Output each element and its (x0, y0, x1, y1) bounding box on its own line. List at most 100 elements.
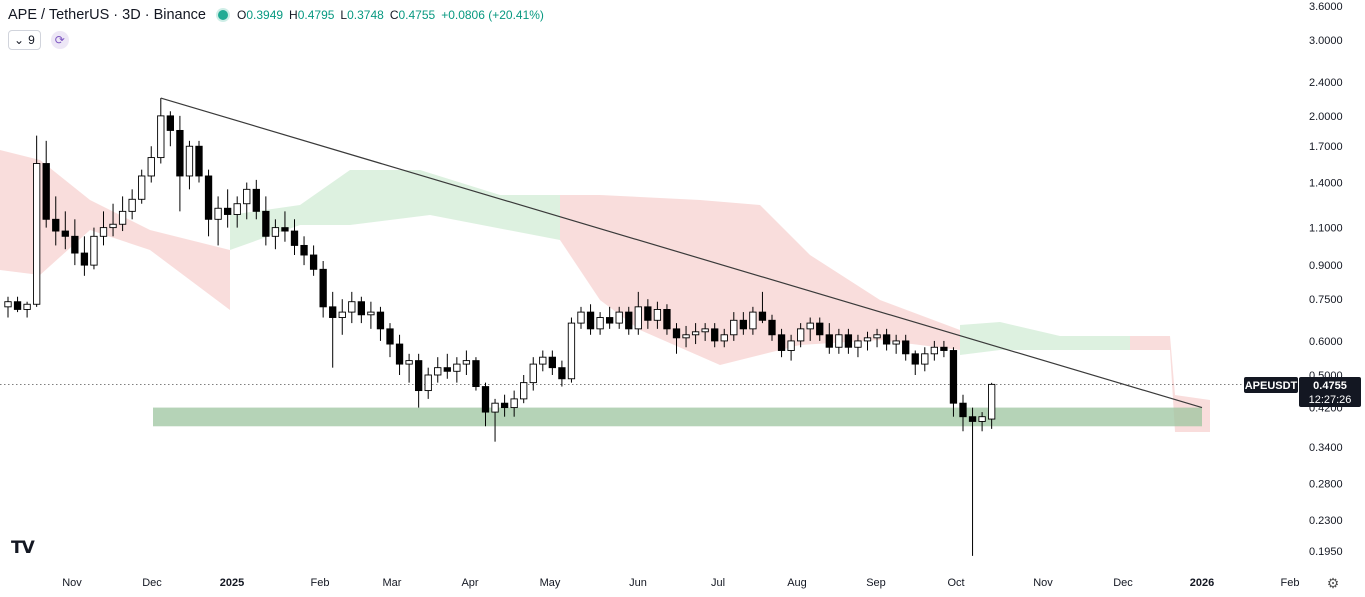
candle-body (711, 328, 719, 342)
candle-body (806, 322, 814, 330)
candle-body (644, 306, 652, 321)
low-value: 0.3748 (347, 8, 384, 22)
symbol-title[interactable]: APE / TetherUS · 3D · Binance (8, 7, 206, 23)
x-tick-label: 2026 (1190, 577, 1214, 589)
candle-body (892, 340, 900, 345)
x-tick-label: Dec (142, 577, 162, 589)
cloud-bull-1 (230, 170, 560, 250)
high-key: H (289, 8, 298, 22)
settings-gear-icon[interactable]: ⚙ (1326, 574, 1340, 591)
candle-body (338, 311, 346, 318)
y-tick-label: 0.7500 (1309, 294, 1343, 306)
descending-trendline[interactable] (160, 97, 1203, 409)
candle-body (395, 343, 404, 365)
candle-body (720, 334, 728, 342)
x-tick-label: Apr (461, 577, 478, 589)
candle-body (128, 198, 136, 212)
y-tick-label: 3.6000 (1309, 1, 1343, 13)
symbol-header[interactable]: APE / TetherUS · 3D · Binance O0.3949 H0… (8, 5, 544, 25)
x-tick-label: 2025 (220, 577, 244, 589)
candle-body (968, 416, 977, 422)
candle-body (434, 367, 442, 376)
x-tick-label: Mar (383, 577, 402, 589)
candle-body (777, 334, 786, 351)
candle-body (730, 319, 738, 336)
candle-body (386, 328, 394, 345)
cloud-bull-2 (960, 322, 1130, 355)
time-axis[interactable]: Nov Dec 2025 Feb Mar Apr May Jun Jul Aug Sep Oct Nov… (62, 577, 1299, 589)
y-tick-label: 2.0000 (1309, 111, 1343, 123)
candle-body (357, 301, 365, 316)
candle-body (223, 207, 232, 215)
y-tick-label: 0.1950 (1309, 546, 1343, 558)
candle-body (13, 301, 22, 310)
candle-body (290, 230, 299, 246)
last-price-label: APEUSDT 0.4755 12:27:26 (1244, 377, 1361, 407)
candle-body (138, 175, 146, 200)
ichimoku-cloud (0, 150, 1210, 432)
price-label-value: 0.4755 (1313, 380, 1347, 392)
y-tick-label: 1.7000 (1309, 141, 1343, 153)
candle-body (4, 301, 12, 308)
candle-body (930, 346, 939, 355)
candle-body (481, 386, 490, 413)
candle-body (462, 360, 471, 365)
candle-body (835, 334, 843, 348)
high-value: 0.4795 (297, 8, 335, 22)
candle-body (940, 346, 948, 351)
x-tick-label: Nov (1033, 577, 1053, 589)
candle-body (80, 252, 89, 266)
sync-icon[interactable]: ⟳ (50, 31, 69, 49)
candle-body (844, 334, 853, 348)
candlestick-series[interactable] (4, 98, 996, 556)
candle-body (682, 334, 690, 339)
x-tick-label: Feb (1281, 577, 1300, 589)
candle-body (309, 254, 318, 270)
candle-body (52, 218, 60, 232)
candle-body (42, 163, 50, 220)
x-tick-label: Jul (711, 577, 725, 589)
candle-body (634, 306, 642, 330)
candle-body (949, 350, 958, 404)
change-value: +0.0806 (+20.41%) (441, 8, 544, 22)
candle-body (90, 235, 98, 266)
candle-body (758, 311, 767, 321)
candle-body (443, 367, 451, 372)
y-tick-label: 0.9000 (1309, 260, 1343, 272)
candle-body (978, 416, 986, 422)
y-tick-label: 0.2300 (1309, 515, 1343, 527)
candle-body (816, 322, 824, 336)
ticker-label: APEUSDT (1245, 380, 1298, 392)
candle-body (166, 115, 174, 131)
x-tick-label: Feb (311, 577, 330, 589)
candle-body (271, 227, 280, 237)
candle-body (204, 175, 213, 220)
candle-body (797, 328, 805, 342)
candle-body (214, 207, 222, 220)
candle-body (548, 356, 557, 369)
candle-body (319, 268, 327, 308)
candle-body (902, 340, 910, 355)
candle-body (959, 402, 967, 418)
x-tick-label: Nov (62, 577, 82, 589)
chevron-down-icon: ⌄ (14, 33, 25, 47)
ticker-label-bg (1244, 377, 1298, 393)
candle-body (739, 319, 748, 330)
low-key: L (340, 8, 348, 22)
candle-body (61, 230, 69, 237)
tradingview-logo-icon[interactable]: TV (11, 538, 35, 558)
candle-body (596, 317, 604, 330)
candle-body (510, 398, 518, 409)
candle-body (663, 309, 671, 330)
candle-body (787, 340, 795, 351)
candle-body (233, 203, 241, 215)
candle-body (472, 360, 480, 388)
candle-body (491, 402, 499, 413)
candle-body (520, 382, 528, 400)
indicators-toggle-button[interactable]: ⌄ 9 (8, 30, 41, 50)
x-tick-label: Jun (629, 577, 647, 589)
candle-body (691, 331, 700, 336)
candle-body (500, 402, 509, 409)
candle-body (348, 301, 356, 313)
